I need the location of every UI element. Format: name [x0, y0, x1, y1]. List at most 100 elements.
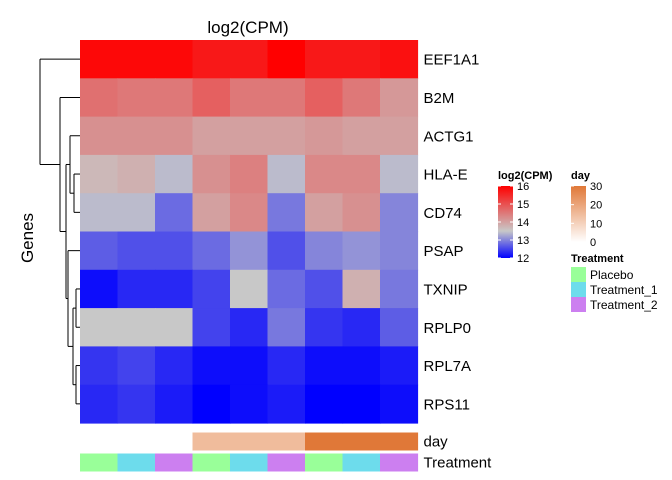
row-label: HLA-E [424, 167, 468, 184]
heatmap-cell [117, 154, 156, 194]
heatmap-cell [155, 193, 194, 233]
heatmap-cell [342, 231, 381, 271]
heatmap-cell [155, 40, 194, 79]
heatmap-cell [305, 193, 344, 233]
treatment-annotation-cell [117, 453, 156, 472]
heatmap-cell [155, 231, 194, 271]
day-legend-tick-label: 10 [590, 218, 602, 230]
heatmap-cell [342, 384, 381, 424]
heatmap-cell [80, 231, 119, 271]
heatmap-cell [267, 231, 306, 271]
day-legend-tick-label: 20 [590, 200, 602, 212]
heatmap-cell [342, 154, 381, 194]
heatmap-cell [342, 78, 381, 118]
heatmap-cell [342, 116, 381, 156]
heatmap-cell [192, 231, 231, 271]
treatment-legend-swatch [571, 267, 586, 282]
heatmap-cell [192, 78, 231, 118]
heatmap-cell [305, 78, 344, 118]
heatmap-cell [155, 346, 194, 386]
row-label: PSAP [424, 243, 464, 260]
heatmap-cell [117, 193, 156, 233]
heatmap-cell [380, 193, 419, 233]
row-labels: EEF1A1 B2M ACTG1 HLA-E CD74 PSAP TXNIP RPLP0 RPL… [424, 52, 480, 414]
heatmap-cell [155, 78, 194, 118]
heatmap-cell [117, 40, 156, 79]
heatmap-cell [80, 269, 119, 309]
color-legend-tick-label: 16 [517, 181, 529, 193]
heatmap-cell [380, 346, 419, 386]
heatmap-cell [117, 269, 156, 309]
heatmap-cell [380, 116, 419, 156]
heatmap-cell [117, 78, 156, 118]
heatmap-cell [230, 269, 269, 309]
heatmap-cell [267, 78, 306, 118]
day-legend-bar [571, 186, 586, 242]
heatmap-cell [230, 346, 269, 386]
heatmap-cell [380, 308, 419, 347]
heatmap-cell [305, 269, 344, 309]
treatment-annotation-cell [230, 453, 269, 472]
heatmap-cell [192, 154, 231, 194]
chart-title: log2(CPM) [207, 18, 288, 37]
heatmap-cell [117, 384, 156, 424]
heatmap-cell [80, 308, 119, 347]
heatmap-cell [267, 269, 306, 309]
heatmap-cell [267, 40, 306, 79]
heatmap-cell [192, 116, 231, 156]
heatmap-cell [267, 116, 306, 156]
heatmap-cell [192, 384, 231, 424]
heatmap-cell [380, 78, 419, 118]
treatment-annotation-cell [267, 453, 306, 472]
heatmap-cell [305, 154, 344, 194]
heatmap-cell [230, 231, 269, 271]
heatmap-cell [230, 116, 269, 156]
heatmap-cell [192, 193, 231, 233]
heatmap-cell [342, 193, 381, 233]
y-axis-label: Genes [18, 213, 37, 263]
treatment-annotation-cell [342, 453, 381, 472]
color-legend-tick-label: 15 [517, 199, 529, 211]
treatment-annotation-cell [192, 453, 231, 472]
heatmap-cell [305, 116, 344, 156]
day-legend-title: day [571, 170, 591, 182]
color-legend-tick-label: 13 [517, 235, 529, 247]
heatmap-cell [305, 231, 344, 271]
treatment-legend-label: Treatment_2 [590, 298, 658, 312]
heatmap-cell [267, 193, 306, 233]
heatmap-cell [267, 346, 306, 386]
row-label: EEF1A1 [424, 52, 480, 69]
day-annotation-cell [155, 432, 194, 451]
heatmap-cell [305, 346, 344, 386]
heatmap-cell [380, 269, 419, 309]
day-annotation-cell [342, 432, 381, 451]
heatmap-cell [117, 346, 156, 386]
treatment-legend-label: Treatment_1 [590, 283, 658, 297]
heatmap-cell [80, 78, 119, 118]
day-legend-tick-label: 30 [590, 181, 602, 193]
heatmap-cell [230, 193, 269, 233]
heatmap-cell [155, 384, 194, 424]
day-annotation-cell [192, 432, 231, 451]
row-label: RPS11 [424, 396, 470, 413]
day-annotation-cell [80, 432, 119, 451]
heatmap-cell [230, 384, 269, 424]
heatmap-cell [380, 40, 419, 79]
heatmap-cell [342, 346, 381, 386]
treatment-legend-swatch [571, 282, 586, 297]
row-label: RPL7A [424, 358, 472, 375]
row-dendrogram [39, 58, 80, 405]
color-legend-tick-label: 14 [517, 217, 529, 229]
heatmap-cell [80, 116, 119, 156]
day-annotation-cell [380, 432, 419, 451]
heatmap-cell [230, 308, 269, 347]
annotation-label: Treatment [424, 455, 493, 472]
heatmap-cell [230, 40, 269, 79]
day-annotation-cell [117, 432, 156, 451]
heatmap-cell [342, 308, 381, 347]
annotation-label: day [424, 434, 449, 451]
heatmap-cell [80, 193, 119, 233]
heatmap-cells [80, 40, 419, 424]
